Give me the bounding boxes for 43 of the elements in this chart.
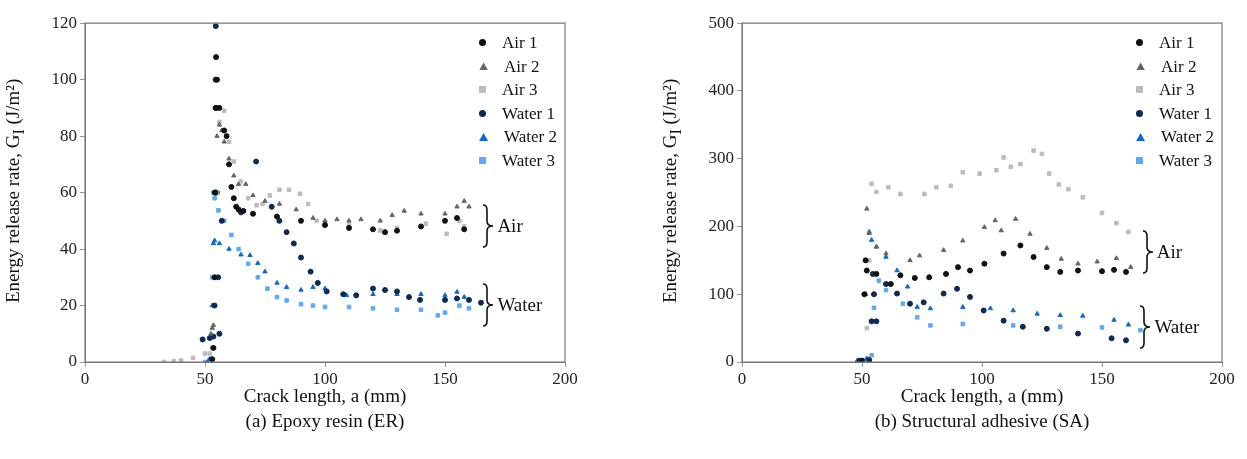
x-tick-label: 0 bbox=[80, 368, 90, 388]
y-tick-label: 100 bbox=[708, 283, 734, 303]
x-axis-title: Crack length, a (mm) bbox=[243, 385, 407, 406]
y-tick-label: 300 bbox=[708, 148, 734, 168]
annotation: Air bbox=[1156, 241, 1183, 264]
x-tick-label: 50 bbox=[196, 368, 214, 388]
legend-label: Water 1 bbox=[502, 102, 555, 125]
y-tick-label: 0 bbox=[68, 351, 77, 371]
legend-label: Water 2 bbox=[1161, 126, 1214, 149]
x-tick-label: 100 bbox=[312, 368, 338, 388]
y-tick-label: 400 bbox=[708, 80, 734, 100]
annotation: Air bbox=[497, 215, 523, 238]
x-axis-title: Crack length, a (mm) bbox=[900, 385, 1064, 406]
legend-label: Air 3 bbox=[1159, 79, 1195, 102]
legend-label: Air 2 bbox=[504, 55, 540, 78]
legend-label: Air 3 bbox=[502, 79, 538, 102]
y-tick-label: 500 bbox=[708, 12, 734, 32]
annotation: Water bbox=[497, 294, 543, 317]
x-tick-label: 150 bbox=[1089, 368, 1115, 388]
legend-label: Air 2 bbox=[1161, 55, 1197, 78]
x-tick-label: 100 bbox=[969, 368, 995, 388]
y-tick-label: 120 bbox=[51, 12, 77, 32]
y-tick-label: 60 bbox=[60, 182, 77, 202]
x-tick-label: 0 bbox=[737, 368, 747, 388]
x-tick-label: 200 bbox=[1209, 368, 1235, 388]
y-tick-label: 100 bbox=[51, 69, 77, 89]
y-tick-label: 0 bbox=[725, 351, 734, 371]
legend-label: Water 1 bbox=[1159, 102, 1212, 125]
legend-label: Air 1 bbox=[502, 32, 538, 55]
text: (a) Epoxy resin (ER) bbox=[244, 410, 406, 432]
x-tick-label: 50 bbox=[853, 368, 871, 388]
legend-label: Air 1 bbox=[1159, 32, 1195, 55]
legend-label: Water 3 bbox=[502, 149, 555, 172]
legend-label: Water 3 bbox=[1159, 149, 1212, 172]
legend-label: Water 2 bbox=[504, 126, 557, 149]
annotation: Water bbox=[1154, 315, 1200, 338]
y-tick-label: 20 bbox=[60, 295, 77, 314]
y-tick-label: 80 bbox=[60, 125, 77, 145]
y-tick-label: 40 bbox=[60, 238, 77, 258]
y-tick-label: 200 bbox=[708, 215, 734, 235]
x-tick-label: 150 bbox=[432, 368, 458, 388]
x-tick-label: 200 bbox=[552, 368, 578, 388]
text: (b) Structural adhesive (SA) bbox=[873, 410, 1091, 432]
